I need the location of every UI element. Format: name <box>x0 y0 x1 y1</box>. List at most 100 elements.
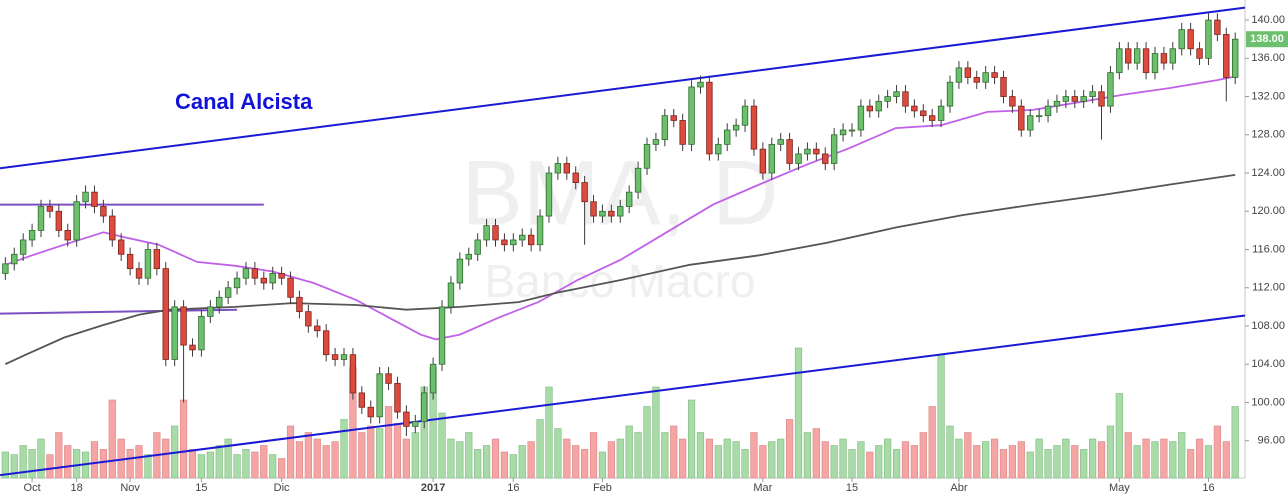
volume-bar <box>438 412 446 479</box>
candle-body <box>412 421 419 427</box>
candle-body <box>715 143 722 155</box>
candle-body <box>964 67 972 78</box>
candle-body <box>920 110 927 117</box>
volume-bar <box>714 445 722 479</box>
candle-body <box>465 253 472 260</box>
candle-body <box>1044 105 1052 117</box>
moving-average <box>4 174 1236 366</box>
volume-bar <box>598 451 607 479</box>
volume-bar <box>10 454 18 479</box>
candle-body <box>153 249 161 270</box>
candle-body <box>296 296 303 313</box>
volume-bar <box>589 432 598 479</box>
volume-bar <box>973 445 981 479</box>
volume-bar <box>1213 425 1221 479</box>
volume-bar <box>99 449 107 479</box>
volume-bar <box>482 445 491 479</box>
candle-body <box>510 239 517 246</box>
volume-bar <box>937 354 945 479</box>
volume-bar <box>848 449 856 479</box>
volume-bar <box>1044 449 1052 479</box>
candle-body <box>813 148 820 155</box>
volume-bar <box>188 449 197 479</box>
volume-bar <box>563 438 571 479</box>
volume-bar <box>224 438 232 479</box>
candle-body <box>233 277 241 289</box>
candle-body <box>724 129 731 145</box>
volume-bar <box>384 406 393 479</box>
volume-bar <box>1160 438 1168 479</box>
volume-bar <box>652 386 660 479</box>
candle-body <box>501 239 508 246</box>
candle-body <box>1098 91 1105 107</box>
candle-body <box>777 139 784 145</box>
candle-body <box>902 91 909 107</box>
candle-body <box>617 206 624 217</box>
volume-bar <box>545 386 553 479</box>
volume-bar <box>55 432 63 479</box>
volume-bar <box>1080 449 1088 479</box>
candle-body <box>216 296 223 308</box>
volume-bar <box>491 438 500 479</box>
volume-bar <box>358 432 366 479</box>
candle-body <box>403 411 410 427</box>
volume-bar <box>892 449 901 479</box>
volume-bar <box>910 445 918 479</box>
volume-bar <box>393 423 402 479</box>
volume-bar <box>982 441 990 479</box>
volume-bar <box>955 438 963 479</box>
volume-bar <box>999 449 1008 479</box>
candle-body <box>1223 34 1230 78</box>
volume-bar <box>527 441 535 479</box>
volume-bar <box>242 449 250 479</box>
candle-body <box>973 77 980 83</box>
volume-bar <box>179 399 188 479</box>
volume-bar <box>233 454 241 479</box>
volume-bar <box>1115 393 1123 479</box>
volume-bar <box>1008 445 1016 479</box>
candle-body <box>857 105 865 131</box>
volume-bar <box>251 451 259 479</box>
candle-body <box>2 263 9 274</box>
candle-body <box>376 373 383 418</box>
candle-body <box>82 191 89 203</box>
candle-body <box>937 105 945 121</box>
candle-body <box>991 72 998 78</box>
volume-bar <box>928 406 936 479</box>
volume-bar <box>1097 441 1106 479</box>
candle-body <box>697 81 704 88</box>
candle-body <box>126 253 134 270</box>
volume-bar <box>741 449 749 479</box>
volume-bar <box>554 428 562 479</box>
volume-bar <box>295 441 304 479</box>
candle-body <box>492 225 499 241</box>
candle-body <box>349 354 357 394</box>
last-price-label: 138.00 <box>1250 33 1284 45</box>
candle-body <box>483 225 490 241</box>
candle-body <box>839 129 847 136</box>
candle-body <box>1214 19 1221 35</box>
volume-bar <box>803 432 812 479</box>
candle-body <box>795 153 802 164</box>
candle-body <box>608 210 615 217</box>
volume-bar <box>260 445 268 479</box>
y-tick-label: 100.00 <box>1251 396 1285 408</box>
y-tick-label: 132.00 <box>1251 90 1285 102</box>
y-tick-label: 128.00 <box>1251 129 1285 141</box>
candle-body <box>340 354 348 360</box>
x-tick-label: May <box>1109 482 1130 494</box>
volume-bar <box>875 445 883 479</box>
candle-body <box>554 163 562 174</box>
candle-body <box>109 215 116 241</box>
volume-bar <box>1231 406 1239 479</box>
volume-bar <box>340 419 348 479</box>
volume-bar <box>28 449 36 479</box>
volume-bar <box>785 419 794 479</box>
volume-bar <box>572 445 580 479</box>
candle-body <box>118 239 125 255</box>
candle-body <box>1142 48 1150 74</box>
candle-body <box>768 143 775 174</box>
volume-bar <box>1142 438 1150 479</box>
candle-body <box>679 120 686 145</box>
candle-body <box>358 392 366 408</box>
